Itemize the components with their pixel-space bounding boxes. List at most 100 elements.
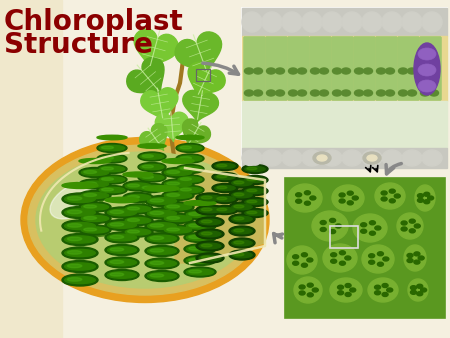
Ellipse shape — [408, 279, 428, 301]
Ellipse shape — [355, 68, 364, 74]
Ellipse shape — [189, 247, 202, 250]
Ellipse shape — [302, 263, 307, 267]
Ellipse shape — [97, 175, 127, 184]
Ellipse shape — [196, 217, 224, 227]
Ellipse shape — [162, 168, 194, 177]
Ellipse shape — [148, 260, 176, 267]
Ellipse shape — [148, 223, 176, 229]
Ellipse shape — [342, 68, 351, 74]
Ellipse shape — [320, 90, 328, 96]
Ellipse shape — [65, 276, 95, 284]
Ellipse shape — [108, 272, 136, 278]
Ellipse shape — [288, 68, 297, 74]
Ellipse shape — [84, 205, 97, 208]
Ellipse shape — [410, 290, 416, 294]
Ellipse shape — [140, 175, 164, 180]
Ellipse shape — [387, 288, 393, 292]
Bar — [242, 8, 447, 168]
Ellipse shape — [84, 193, 97, 196]
Ellipse shape — [28, 145, 262, 295]
Ellipse shape — [382, 150, 402, 166]
Ellipse shape — [110, 248, 124, 251]
Ellipse shape — [232, 240, 252, 246]
Ellipse shape — [369, 231, 375, 235]
Ellipse shape — [245, 211, 265, 216]
Ellipse shape — [148, 273, 176, 279]
Ellipse shape — [375, 183, 405, 209]
Ellipse shape — [164, 181, 192, 187]
Ellipse shape — [186, 223, 214, 229]
Ellipse shape — [266, 90, 275, 96]
Ellipse shape — [229, 190, 255, 200]
Ellipse shape — [108, 234, 136, 241]
Ellipse shape — [189, 213, 202, 216]
FancyBboxPatch shape — [310, 37, 332, 100]
Ellipse shape — [99, 177, 125, 182]
Ellipse shape — [184, 233, 216, 242]
Ellipse shape — [296, 199, 302, 203]
Ellipse shape — [81, 204, 108, 210]
Ellipse shape — [296, 193, 302, 197]
Ellipse shape — [312, 211, 348, 241]
Ellipse shape — [127, 207, 140, 210]
Ellipse shape — [381, 191, 387, 195]
Ellipse shape — [65, 236, 95, 243]
Ellipse shape — [186, 235, 214, 241]
Ellipse shape — [229, 250, 255, 260]
Ellipse shape — [105, 219, 139, 231]
Ellipse shape — [184, 221, 216, 231]
Ellipse shape — [345, 292, 351, 296]
Ellipse shape — [176, 135, 204, 140]
Ellipse shape — [50, 181, 100, 219]
Ellipse shape — [65, 209, 95, 216]
Ellipse shape — [65, 249, 95, 257]
Ellipse shape — [409, 229, 415, 233]
Ellipse shape — [102, 178, 113, 180]
Ellipse shape — [247, 211, 257, 214]
FancyBboxPatch shape — [419, 37, 441, 100]
Ellipse shape — [234, 229, 244, 232]
Ellipse shape — [62, 193, 98, 205]
Ellipse shape — [162, 225, 194, 235]
Ellipse shape — [414, 252, 420, 256]
Ellipse shape — [212, 206, 238, 215]
Ellipse shape — [81, 169, 108, 175]
Ellipse shape — [105, 269, 139, 281]
Ellipse shape — [410, 286, 416, 290]
Ellipse shape — [97, 154, 127, 163]
Ellipse shape — [97, 186, 127, 194]
Ellipse shape — [217, 208, 227, 211]
Bar — [196, 69, 210, 81]
Ellipse shape — [150, 199, 164, 202]
Ellipse shape — [399, 68, 408, 74]
Ellipse shape — [123, 172, 153, 177]
Ellipse shape — [162, 159, 194, 164]
Ellipse shape — [424, 192, 430, 196]
Ellipse shape — [138, 163, 166, 171]
Ellipse shape — [99, 187, 125, 193]
Ellipse shape — [140, 185, 164, 191]
Ellipse shape — [178, 166, 202, 172]
Polygon shape — [141, 88, 178, 121]
Ellipse shape — [364, 90, 373, 96]
Ellipse shape — [247, 200, 257, 203]
Ellipse shape — [304, 191, 310, 195]
Ellipse shape — [302, 150, 322, 166]
Ellipse shape — [408, 90, 417, 96]
Ellipse shape — [148, 210, 176, 217]
Ellipse shape — [362, 12, 382, 32]
Ellipse shape — [123, 204, 153, 214]
Ellipse shape — [127, 218, 140, 221]
Ellipse shape — [245, 199, 265, 204]
Ellipse shape — [381, 197, 387, 201]
Ellipse shape — [176, 186, 204, 194]
Ellipse shape — [350, 288, 356, 292]
Ellipse shape — [199, 219, 221, 225]
Ellipse shape — [401, 227, 407, 231]
Ellipse shape — [123, 216, 153, 225]
Ellipse shape — [282, 12, 302, 32]
Ellipse shape — [352, 196, 358, 200]
Ellipse shape — [127, 195, 140, 198]
Ellipse shape — [162, 202, 194, 212]
Ellipse shape — [138, 144, 166, 148]
